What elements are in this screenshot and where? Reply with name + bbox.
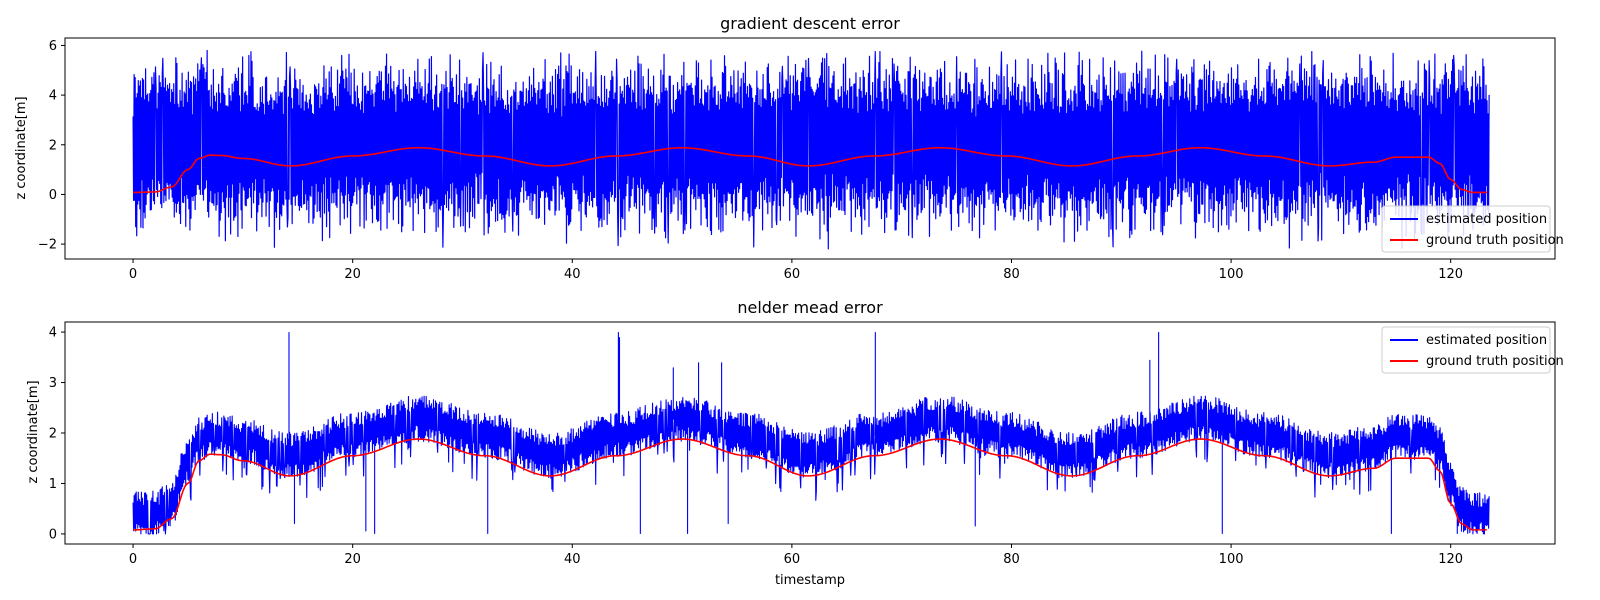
x-tick-label: 0 (129, 552, 137, 567)
x-tick-label: 20 (344, 267, 361, 282)
y-tick-label: 3 (49, 376, 57, 391)
series-estimated-position (132, 49, 1490, 250)
y-tick-label: 4 (49, 89, 57, 104)
x-tick-label: 40 (564, 552, 581, 567)
series-ground-truth-position (133, 146, 1487, 194)
series-estimated-position (132, 332, 1490, 535)
plot-area (132, 49, 1490, 250)
x-tick-label: 60 (784, 552, 801, 567)
tick-group: 0 20 40 60 80 100 120 −2 0 2 4 6 (38, 39, 1463, 282)
y-tick-label: −2 (38, 238, 57, 253)
panel-nelder-mead: nelder mead error z coordinate[m] timest… (26, 298, 1564, 588)
panel-gradient-descent: gradient descent error z coordinate[m] 0… (14, 14, 1564, 282)
legend: estimated position ground truth position (1381, 205, 1564, 253)
legend-label-estimated: estimated position (1426, 212, 1547, 227)
y-tick-label: 4 (49, 326, 57, 341)
x-tick-label: 120 (1438, 552, 1463, 567)
legend-box (1381, 326, 1551, 374)
legend-label-ground-truth: ground truth position (1426, 233, 1564, 248)
series-ground-truth-position (133, 438, 1487, 531)
y-tick-label: 2 (49, 138, 57, 153)
x-tick-label: 0 (129, 267, 137, 282)
x-tick-label: 100 (1219, 552, 1244, 567)
axes-frame (64, 37, 1556, 260)
x-tick-label: 40 (564, 267, 581, 282)
y-axis-label: z coordinate[m] (26, 380, 41, 483)
legend-label-estimated: estimated position (1426, 333, 1547, 348)
x-tick-label: 20 (344, 552, 361, 567)
y-axis-label: z coordinate[m] (14, 96, 29, 199)
chart-title: gradient descent error (720, 14, 900, 33)
y-tick-label: 2 (49, 427, 57, 442)
x-tick-label: 80 (1003, 552, 1020, 567)
legend-box (1381, 205, 1551, 253)
plot-area (132, 332, 1490, 535)
y-tick-label: 1 (49, 477, 57, 492)
legend: estimated position ground truth position (1381, 326, 1564, 374)
x-tick-label: 120 (1438, 267, 1463, 282)
x-axis-label: timestamp (775, 573, 845, 588)
tick-group: 0 20 40 60 80 100 120 0 1 2 3 4 (49, 326, 1463, 567)
x-tick-label: 60 (784, 267, 801, 282)
y-tick-label: 0 (49, 188, 57, 203)
chart-title: nelder mead error (737, 298, 883, 317)
y-tick-label: 0 (49, 527, 57, 542)
x-tick-label: 80 (1003, 267, 1020, 282)
axes-frame (64, 321, 1556, 545)
x-tick-label: 100 (1219, 267, 1244, 282)
y-tick-label: 6 (49, 39, 57, 54)
legend-label-ground-truth: ground truth position (1426, 354, 1564, 369)
